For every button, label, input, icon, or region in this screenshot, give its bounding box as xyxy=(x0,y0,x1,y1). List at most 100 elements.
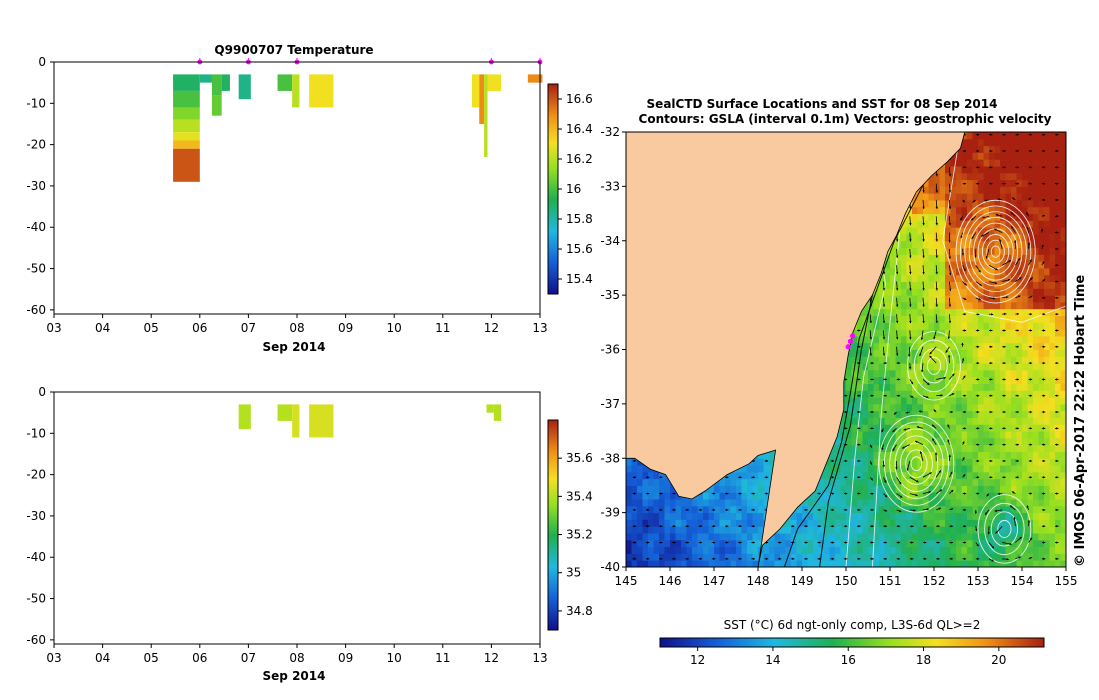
sst-pixel xyxy=(653,553,660,561)
sst-pixel xyxy=(906,499,913,507)
sst-pixel xyxy=(912,397,918,405)
sst-pixel xyxy=(961,301,968,310)
sst-pixel xyxy=(890,383,896,391)
sst-pixel xyxy=(901,553,907,561)
sst-pixel xyxy=(1022,186,1028,194)
sst-pixel xyxy=(708,539,715,548)
sst-pixel xyxy=(939,424,946,432)
sst-pixel xyxy=(961,274,968,283)
sst-pixel xyxy=(664,560,671,567)
sst-pixel xyxy=(923,349,929,357)
sst-pixel xyxy=(978,349,984,357)
sst-pixel xyxy=(851,403,858,412)
sst-pixel xyxy=(851,383,858,391)
sst-pixel xyxy=(1011,437,1017,446)
sst-pixel xyxy=(1027,322,1034,330)
sst-pixel xyxy=(928,363,935,371)
sst-pixel xyxy=(890,437,896,446)
sst-pixel xyxy=(840,546,847,554)
sst-pixel xyxy=(818,505,825,514)
sst-pixel xyxy=(901,240,907,249)
sst-pixel xyxy=(928,376,935,384)
sst-pixel xyxy=(967,301,973,310)
sst-pixel xyxy=(835,444,841,452)
sst-pixel xyxy=(939,329,946,337)
sst-pixel xyxy=(659,519,665,527)
sst-pixel xyxy=(862,478,869,486)
sst-pixel xyxy=(1005,295,1012,303)
sst-pixel xyxy=(631,471,638,480)
sst-pixel xyxy=(846,363,852,371)
sst-pixel xyxy=(642,512,649,520)
sst-pixel xyxy=(868,397,874,405)
sst-pixel xyxy=(840,499,847,507)
sst-pixel xyxy=(818,485,825,493)
sst-pixel xyxy=(945,444,951,452)
sst-pixel xyxy=(978,376,984,384)
sst-pixel xyxy=(1033,458,1039,466)
sst-pixel xyxy=(950,186,957,194)
sst-pixel xyxy=(1022,458,1028,466)
sst-pixel xyxy=(945,179,951,187)
sst-pixel xyxy=(846,560,852,567)
y-tick-label: 0 xyxy=(38,55,46,69)
sst-pixel xyxy=(972,492,979,500)
sst-pixel xyxy=(1011,553,1017,561)
sst-pixel xyxy=(851,519,858,527)
sst-pixel xyxy=(950,471,957,480)
sst-pixel xyxy=(642,560,649,567)
sst-pixel xyxy=(692,519,698,527)
sst-pixel xyxy=(928,240,935,249)
sst-pixel xyxy=(637,546,643,554)
sst-pixel xyxy=(857,383,863,391)
sst-pixel xyxy=(895,465,902,473)
sst-pixel xyxy=(939,193,946,201)
sst-pixel xyxy=(1038,451,1045,459)
sst-pixel xyxy=(895,329,902,337)
sst-pixel xyxy=(901,403,907,412)
sst-pixel xyxy=(1011,431,1017,439)
sst-pixel xyxy=(873,465,880,473)
sst-pixel xyxy=(807,519,814,527)
sst-pixel xyxy=(719,499,726,507)
sst-pixel xyxy=(983,512,990,520)
sst-pixel xyxy=(934,431,940,439)
sst-pixel xyxy=(989,349,995,357)
sst-pixel xyxy=(972,315,979,323)
salinity-colorbar xyxy=(547,419,559,631)
sst-pixel xyxy=(1027,281,1034,289)
sst-pixel xyxy=(763,546,770,554)
sst-pixel xyxy=(631,533,638,541)
sst-pixel xyxy=(752,526,759,534)
sst-pixel xyxy=(846,444,852,452)
sst-pixel xyxy=(1000,363,1006,371)
sst-pixel xyxy=(934,485,940,493)
sst-pixel xyxy=(923,267,929,276)
sst-pixel xyxy=(945,281,951,289)
sst-pixel xyxy=(840,451,847,459)
sst-pixel xyxy=(895,288,902,296)
sst-pixel xyxy=(862,492,869,500)
sst-pixel xyxy=(741,485,748,493)
y-axis-ticks: 0-10-20-30-40-50-60 xyxy=(26,55,54,317)
sst-pixel xyxy=(989,199,995,208)
sst-pixel xyxy=(956,492,962,500)
sst-pixel xyxy=(967,179,973,187)
sst-pixel xyxy=(846,465,852,473)
sst-pixel xyxy=(939,390,946,398)
sst-pixel xyxy=(1022,369,1028,378)
sst-pixel xyxy=(917,295,924,303)
sst-pixel xyxy=(967,193,973,201)
sst-pixel xyxy=(923,322,929,330)
sst-pixel xyxy=(1027,233,1034,242)
sst-pixel xyxy=(813,492,819,500)
sst-pixel xyxy=(703,546,709,554)
sst-pixel xyxy=(989,478,995,486)
sst-pixel xyxy=(994,329,1001,337)
sst-pixel xyxy=(945,533,951,541)
sst-pixel xyxy=(945,553,951,561)
sst-pixel xyxy=(1000,471,1006,480)
sst-pixel xyxy=(1038,267,1045,276)
sst-pixel xyxy=(928,308,935,317)
sst-pixel xyxy=(950,322,957,330)
